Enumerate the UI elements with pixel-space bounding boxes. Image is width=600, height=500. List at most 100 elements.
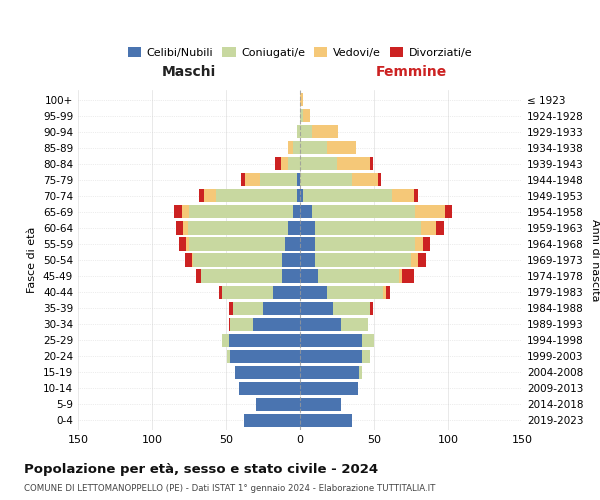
Bar (315, 238, 415, 250)
Bar (288, 157, 300, 170)
Bar (230, 350, 300, 363)
Bar (263, 302, 300, 314)
Bar (399, 270, 402, 282)
Bar (337, 157, 370, 170)
Bar (370, 157, 373, 170)
Bar (188, 222, 288, 234)
Bar (235, 366, 300, 379)
Bar (297, 173, 300, 186)
Bar (229, 318, 230, 330)
Bar (411, 254, 418, 266)
Bar (221, 334, 229, 347)
Bar (359, 366, 362, 379)
Bar (274, 286, 300, 298)
Bar (303, 109, 310, 122)
Bar (260, 173, 297, 186)
Bar (303, 190, 392, 202)
Bar (386, 286, 390, 298)
Bar (300, 238, 315, 250)
Y-axis label: Fasce di età: Fasce di età (28, 227, 37, 293)
Bar (300, 141, 326, 154)
Bar (189, 238, 285, 250)
Bar (293, 141, 300, 154)
Bar (300, 318, 341, 330)
Bar (402, 270, 414, 282)
Bar (418, 254, 426, 266)
Bar (199, 190, 204, 202)
Bar (227, 350, 230, 363)
Text: Maschi: Maschi (162, 65, 216, 79)
Bar (300, 270, 318, 282)
Bar (300, 286, 326, 298)
Bar (414, 190, 418, 202)
Bar (196, 270, 201, 282)
Bar (383, 286, 386, 298)
Bar (300, 398, 341, 411)
Bar (229, 334, 300, 347)
Bar (204, 190, 215, 202)
Bar (352, 173, 379, 186)
Y-axis label: Anni di nascita: Anni di nascita (590, 219, 600, 301)
Bar (300, 222, 315, 234)
Bar (297, 125, 300, 138)
Bar (253, 318, 300, 330)
Bar (370, 302, 373, 314)
Bar (312, 206, 415, 218)
Bar (282, 254, 300, 266)
Bar (300, 93, 303, 106)
Bar (341, 318, 368, 330)
Bar (288, 222, 300, 234)
Bar (239, 382, 300, 395)
Bar (185, 254, 192, 266)
Bar (288, 141, 293, 154)
Bar (312, 125, 338, 138)
Bar (300, 334, 362, 347)
Bar (332, 302, 370, 314)
Bar (193, 254, 282, 266)
Bar (245, 173, 260, 186)
Bar (415, 206, 445, 218)
Bar (315, 254, 411, 266)
Bar (281, 157, 288, 170)
Bar (192, 254, 193, 266)
Text: Popolazione per età, sesso e stato civile - 2024: Popolazione per età, sesso e stato civil… (24, 462, 378, 475)
Bar (233, 302, 263, 314)
Bar (215, 190, 297, 202)
Legend: Celibi/Nubili, Coniugati/e, Vedovi/e, Divorziati/e: Celibi/Nubili, Coniugati/e, Vedovi/e, Di… (124, 43, 476, 62)
Bar (182, 206, 189, 218)
Bar (300, 109, 303, 122)
Bar (174, 206, 182, 218)
Bar (445, 206, 452, 218)
Bar (275, 157, 281, 170)
Bar (315, 222, 421, 234)
Bar (362, 350, 370, 363)
Bar (392, 190, 414, 202)
Bar (176, 222, 183, 234)
Bar (293, 206, 300, 218)
Bar (285, 238, 300, 250)
Bar (230, 318, 253, 330)
Bar (415, 238, 423, 250)
Bar (179, 238, 186, 250)
Bar (300, 350, 362, 363)
Bar (300, 173, 352, 186)
Bar (379, 173, 382, 186)
Bar (221, 286, 274, 298)
Bar (300, 190, 303, 202)
Bar (297, 190, 300, 202)
Bar (362, 334, 374, 347)
Bar (318, 270, 399, 282)
Bar (300, 125, 312, 138)
Bar (186, 238, 189, 250)
Bar (241, 173, 245, 186)
Bar (421, 222, 436, 234)
Bar (300, 382, 358, 395)
Bar (218, 286, 221, 298)
Bar (300, 254, 315, 266)
Bar (300, 157, 337, 170)
Bar (326, 141, 356, 154)
Bar (201, 270, 282, 282)
Bar (229, 302, 233, 314)
Bar (300, 302, 332, 314)
Text: Femmine: Femmine (376, 65, 446, 79)
